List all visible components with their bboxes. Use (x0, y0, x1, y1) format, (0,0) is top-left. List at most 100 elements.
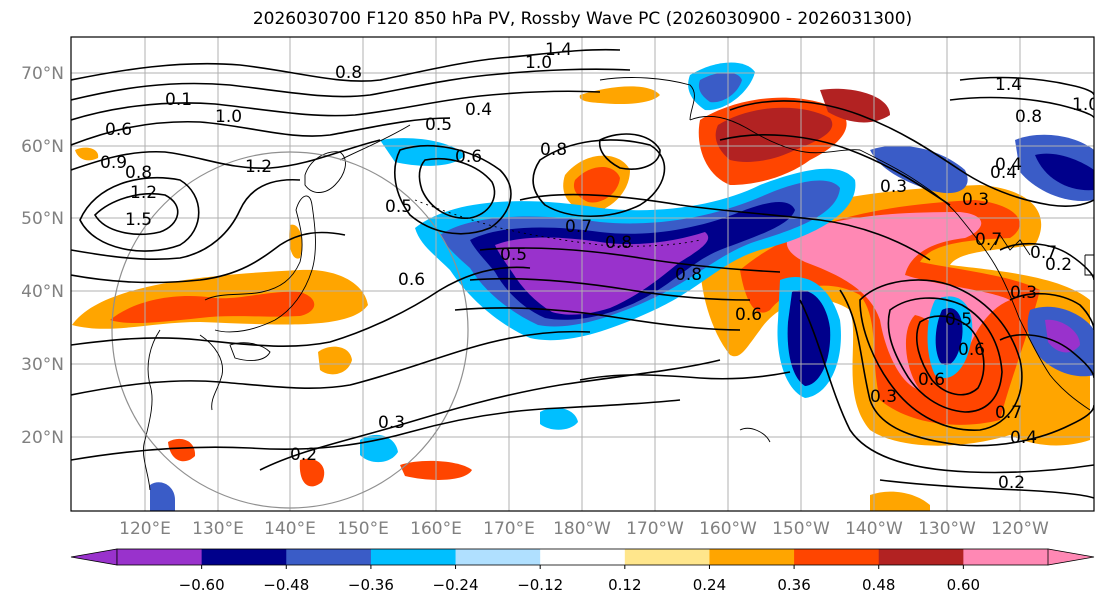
colorbar-tick-label: −0.36 (348, 576, 394, 594)
anomaly-small-4 (75, 147, 99, 161)
lon-label: 120°W (991, 519, 1049, 539)
lon-label: 130°E (192, 519, 244, 539)
colorbar-tick-label: −0.12 (517, 576, 563, 594)
contour (479, 247, 781, 273)
colorbar-tick-label: −0.24 (433, 576, 479, 594)
lon-label: 140°E (264, 519, 316, 539)
anomaly-small-1 (318, 346, 352, 375)
colorbar: −0.60 −0.48 −0.36 −0.24 −0.12 0.12 0.24 0.36 0.4… (70, 548, 1095, 594)
coast-japan (204, 195, 316, 333)
colorbar-tick-label: −0.60 (179, 576, 225, 594)
contour-label: 0.7 (565, 217, 592, 237)
anomaly-south-blob-2 (299, 458, 325, 487)
contour-label: 0.7 (1030, 243, 1057, 263)
map-frame (70, 36, 1095, 512)
lat-label: 50°N (21, 209, 64, 229)
colorbar-segment (370, 549, 457, 565)
colorbar-segments (117, 549, 1049, 565)
lon-label: 160°W (699, 519, 757, 539)
contour-label: 0.3 (870, 387, 897, 407)
contour (71, 399, 681, 461)
anomaly-bering (820, 88, 890, 123)
contour (71, 330, 591, 396)
contour (71, 48, 621, 82)
contour-label: 0.6 (105, 120, 132, 140)
contour-label: 0.5 (500, 245, 527, 265)
lat-label: 30°N (21, 355, 64, 375)
contour (887, 297, 1003, 413)
contour (598, 133, 661, 170)
contour (259, 359, 721, 471)
contour-label: 0.6 (958, 340, 985, 360)
contour-label: 0.4 (995, 155, 1022, 175)
contour (839, 289, 1094, 447)
contour (729, 100, 1094, 207)
contour-label: 0.2 (998, 473, 1025, 493)
contour-label: 1.5 (125, 210, 152, 230)
anomaly-ne-neg-2-core (935, 308, 963, 365)
contour (1009, 292, 1094, 331)
anomaly-ne-neg-3-core (1045, 319, 1080, 353)
anomaly-mid-pacific-core (573, 167, 620, 203)
contour (916, 315, 985, 396)
contour (79, 176, 200, 252)
contour-label: 0.8 (540, 140, 567, 160)
contour-label: 1.4 (995, 75, 1022, 95)
anomaly-ne-neg-1-core (787, 290, 831, 386)
coast-kyushu (229, 342, 271, 361)
coast-asia-east (142, 329, 161, 491)
contour-label: 0.7 (975, 230, 1002, 250)
pv-contours (71, 48, 1094, 499)
contour (394, 144, 512, 235)
contour-label: 0.2 (290, 445, 317, 465)
contour-label: 0.7 (995, 403, 1022, 423)
colorbar-segment (540, 549, 626, 565)
coast-kamchatka (339, 124, 411, 161)
map-content: 1.4 1.0 0.8 0.4 0.5 0.6 0.1 0.8 0.5 0.6 … (71, 37, 1094, 511)
contour (469, 277, 751, 301)
anomaly-neg-south-2 (540, 407, 578, 430)
contour (93, 192, 179, 236)
contour-label: 1.0 (525, 53, 552, 73)
contour-label: 0.5 (945, 310, 972, 330)
lat-label: 20°N (21, 428, 64, 448)
coast-alaska-north (599, 77, 695, 121)
contour (999, 242, 1094, 281)
coast-hawaii (739, 427, 771, 443)
contour (579, 371, 791, 381)
graticule (71, 37, 1094, 511)
colorbar-tick-label: 0.24 (693, 576, 726, 594)
contour (519, 193, 931, 261)
contour-label: 0.8 (1015, 107, 1042, 127)
contour-label: 0.4 (1010, 428, 1037, 448)
lon-label: 120°E (119, 519, 171, 539)
colorbar-segment (794, 549, 880, 565)
contour-label: 0.3 (962, 190, 989, 210)
anomaly-canada-core (1035, 153, 1094, 191)
contour (799, 299, 1094, 474)
contour-label: 1.2 (130, 183, 157, 203)
contour (71, 139, 381, 171)
contour-label: 0.4 (990, 163, 1017, 183)
contour-label: 0.3 (378, 413, 405, 433)
lon-label: 170°W (626, 519, 684, 539)
coast-us-border (1084, 254, 1094, 276)
coast-bc (989, 234, 1031, 256)
contour (71, 117, 451, 146)
colorbar-segment (878, 549, 964, 565)
lat-label: 70°N (21, 64, 64, 84)
contour-label: 0.5 (425, 115, 452, 135)
lon-label: 130°W (918, 519, 976, 539)
colorbar-frame (116, 548, 1049, 566)
contour (959, 76, 1094, 96)
contour (71, 231, 346, 284)
contour (71, 178, 301, 260)
colorbar-segment (963, 549, 1049, 565)
anomaly-small-3 (289, 224, 302, 259)
colorbar-segment (455, 549, 541, 565)
lon-label: 180°W (553, 519, 611, 539)
contour-label: 0.8 (675, 265, 702, 285)
colorbar-tick-label: 0.60 (947, 576, 980, 594)
contour (719, 134, 951, 206)
contour-label: 0.5 (385, 197, 412, 217)
